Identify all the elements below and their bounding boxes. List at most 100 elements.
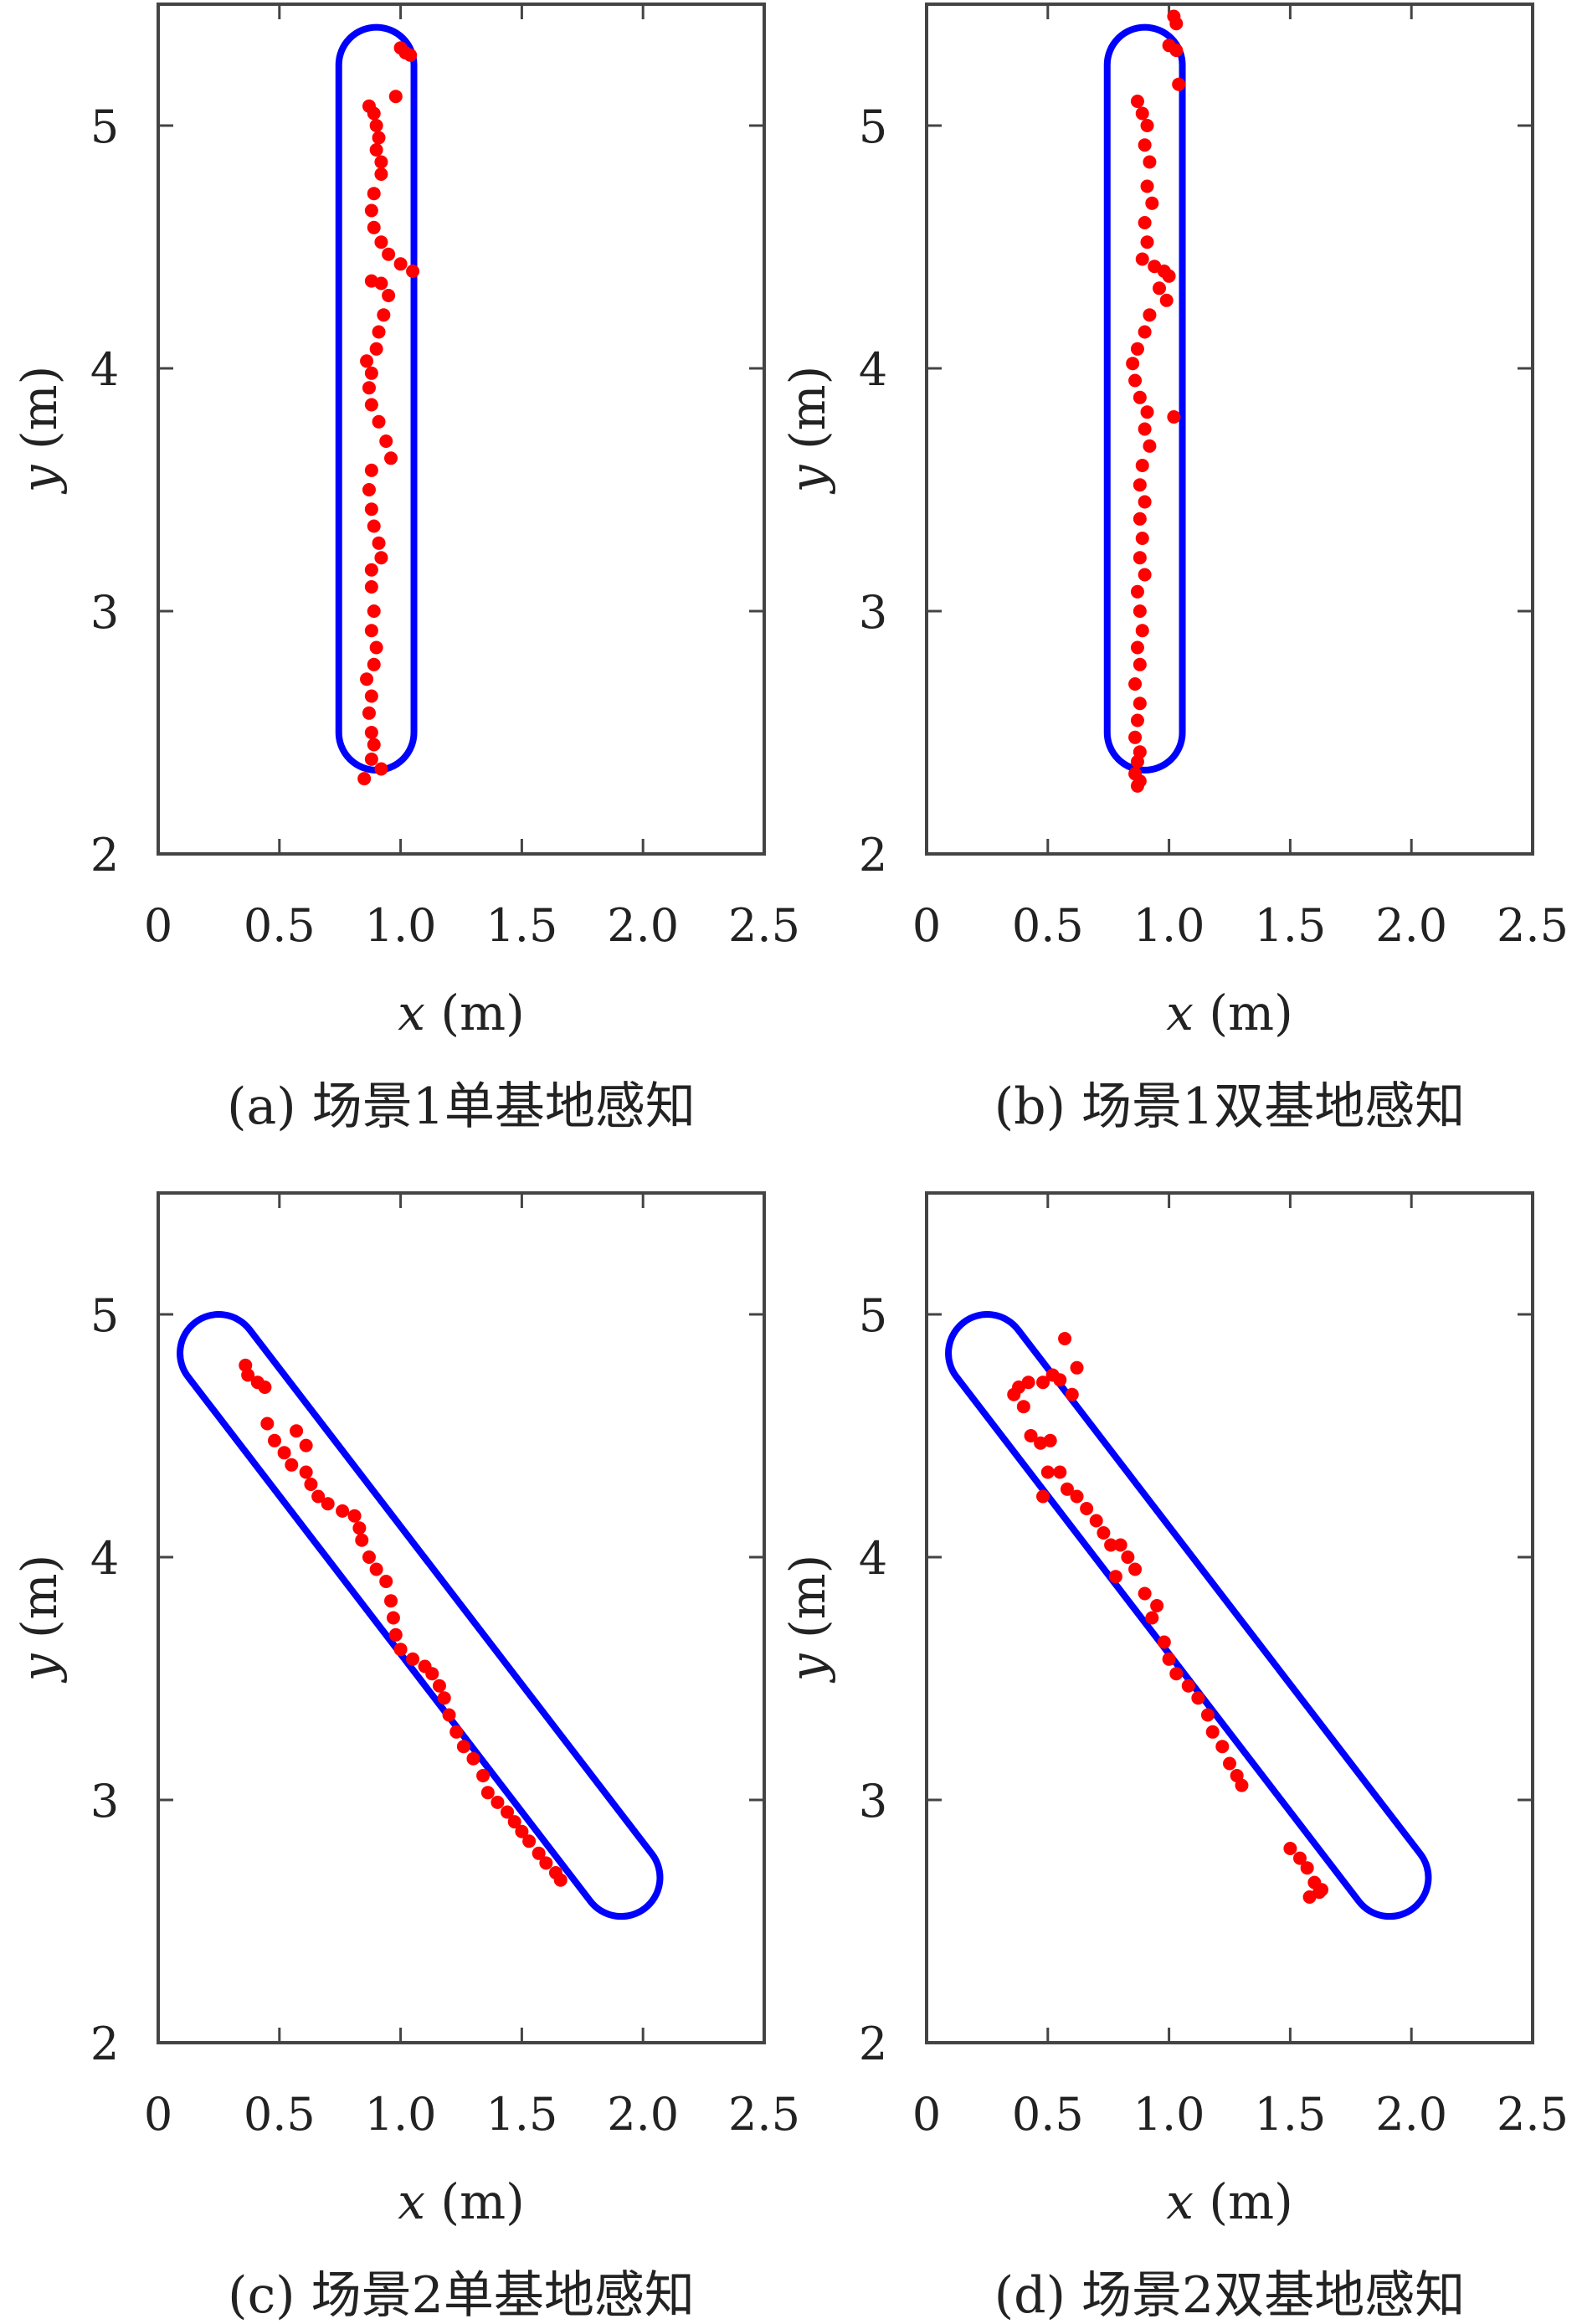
x-tick-label: 2.5: [1497, 2088, 1569, 2141]
data-point: [369, 1562, 383, 1576]
data-point: [377, 308, 391, 322]
x-axis-label: x (m): [1166, 985, 1292, 1041]
data-point: [290, 1424, 304, 1438]
data-point: [1126, 357, 1140, 371]
data-point: [364, 366, 378, 380]
data-point: [384, 1594, 398, 1608]
data-point: [386, 1611, 400, 1625]
data-point: [367, 220, 381, 234]
data-point: [403, 48, 418, 62]
y-tick-label: 5: [859, 1289, 887, 1342]
y-tick-label: 4: [90, 343, 119, 396]
data-point: [304, 1478, 318, 1491]
x-axis-var: x: [398, 2173, 425, 2230]
y-tick-label: 3: [90, 586, 119, 639]
data-point: [1135, 532, 1149, 545]
data-point: [1138, 138, 1152, 152]
y-axis-label: y (m): [779, 366, 836, 495]
y-axis-var: y: [11, 464, 68, 495]
y-axis-unit: (m): [11, 366, 68, 465]
data-point: [1169, 44, 1184, 58]
data-point: [1133, 604, 1147, 618]
data-point: [1138, 1586, 1152, 1601]
region-capsule: [335, 23, 418, 774]
data-point: [364, 689, 378, 703]
data-point: [1133, 512, 1147, 526]
points-series: [239, 1358, 568, 1887]
data-point: [442, 1708, 456, 1722]
data-point: [357, 772, 372, 786]
data-point: [1140, 119, 1154, 132]
y-axis-label: y (m): [11, 366, 68, 495]
data-point: [362, 706, 376, 720]
x-tick-label: 1.5: [1254, 899, 1326, 952]
data-point: [388, 1627, 403, 1642]
data-point: [1140, 179, 1154, 193]
data-point: [364, 203, 378, 218]
data-point: [367, 657, 381, 671]
data-point: [1138, 495, 1152, 509]
data-point: [382, 247, 396, 261]
y-tick-label: 5: [859, 100, 887, 153]
x-tick-label: 1.5: [485, 899, 557, 952]
x-axis-var: x: [1166, 2173, 1194, 2230]
data-point: [501, 1805, 515, 1819]
y-axis-unit: (m): [779, 366, 836, 465]
data-point: [1200, 1708, 1215, 1722]
data-point: [1162, 1652, 1176, 1666]
y-tick-label: 2: [90, 2018, 119, 2070]
y-tick-label: 2: [859, 829, 887, 882]
data-point: [1138, 325, 1152, 339]
y-axis-unit: (m): [779, 1555, 836, 1654]
axes-frame: [925, 1191, 1534, 2044]
data-point: [432, 1679, 446, 1693]
axes-frame: [157, 3, 766, 856]
data-point: [1133, 551, 1147, 565]
data-point: [241, 1368, 255, 1382]
data-point: [379, 434, 393, 448]
data-point: [374, 276, 388, 290]
data-point: [1036, 1489, 1050, 1504]
data-point: [1169, 1667, 1184, 1681]
data-point: [1065, 1387, 1079, 1401]
data-point: [1130, 754, 1144, 769]
x-tick-label: 2.0: [1375, 899, 1447, 952]
data-point: [1157, 1635, 1171, 1649]
data-point: [425, 1667, 439, 1681]
data-point: [1070, 1360, 1084, 1375]
data-point: [364, 752, 378, 766]
data-point: [1138, 216, 1152, 229]
data-point: [352, 1521, 367, 1535]
y-axis-label: y (m): [11, 1555, 68, 1684]
data-point: [369, 119, 383, 132]
data-point: [299, 1465, 313, 1479]
data-point: [476, 1769, 491, 1782]
data-point: [367, 738, 381, 752]
data-point: [311, 1489, 326, 1504]
data-point: [1021, 1375, 1035, 1390]
x-tick-label: 2.0: [607, 2088, 679, 2141]
data-point: [1104, 1538, 1118, 1552]
data-point: [1138, 568, 1152, 582]
data-point: [1108, 1570, 1122, 1584]
data-point: [1130, 713, 1144, 728]
data-point: [299, 1438, 313, 1452]
y-tick-label: 3: [859, 1775, 887, 1828]
region-capsule: [177, 1311, 664, 1920]
y-axis-var: y: [11, 1653, 68, 1684]
data-point: [1135, 459, 1149, 472]
y-tick-label: 4: [859, 343, 887, 396]
data-point: [260, 1417, 275, 1431]
x-axis-var: x: [1166, 985, 1194, 1041]
y-tick-label: 4: [90, 1532, 119, 1585]
data-point: [1135, 624, 1149, 638]
subplot-caption: (c) 场景2单基地感知: [228, 2266, 695, 2324]
data-point: [1181, 1679, 1195, 1693]
data-point: [1135, 252, 1149, 266]
x-axis-unit: (m): [1194, 985, 1293, 1041]
data-point: [379, 1575, 393, 1588]
data-point: [1007, 1387, 1021, 1401]
x-axis-unit: (m): [425, 985, 525, 1041]
x-tick-label: 2.5: [728, 2088, 800, 2141]
data-point: [1113, 1538, 1127, 1552]
